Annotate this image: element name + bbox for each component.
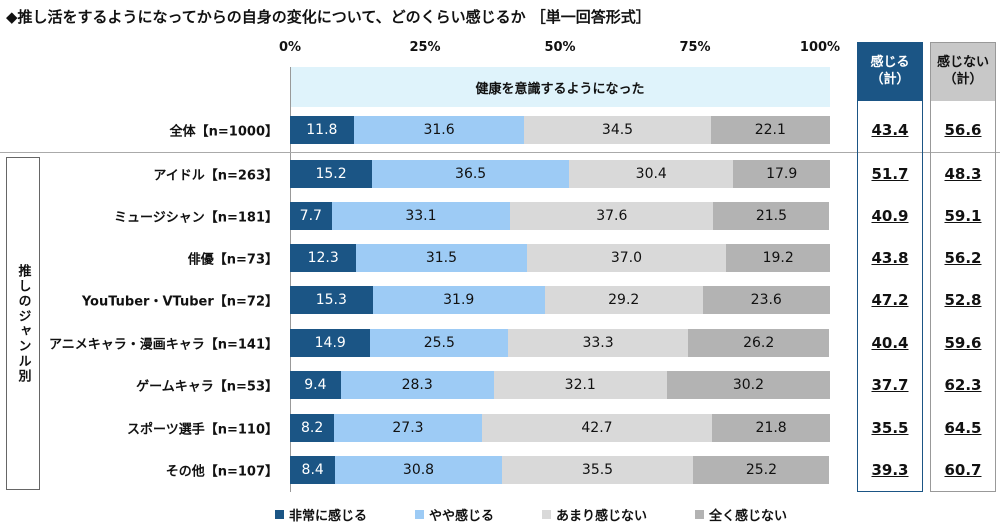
total-column-header: 感じる （計） <box>858 43 922 101</box>
total-value: 47.2 <box>871 291 909 309</box>
bar-segment: 21.8 <box>712 414 830 442</box>
bar-segment: 42.7 <box>481 414 713 442</box>
bar-segment: 8.2 <box>290 414 335 442</box>
x-tick-label: 100% <box>799 40 841 55</box>
bar-segment: 14.9 <box>290 329 371 357</box>
legend-swatch <box>542 510 552 519</box>
x-tick-label: 25% <box>409 40 441 55</box>
total-value: 60.7 <box>944 461 982 479</box>
total-value: 48.3 <box>944 165 982 183</box>
y-axis-line <box>290 67 291 492</box>
separator-line <box>0 152 1000 153</box>
bar-segment: 22.1 <box>710 116 830 144</box>
total-value: 40.4 <box>871 334 909 352</box>
category-label: YouTuber・VTuber【n=72】 <box>81 294 278 310</box>
total-value: 39.3 <box>871 461 909 479</box>
bar-segment: 27.3 <box>334 414 482 442</box>
x-tick-label: 50% <box>544 40 576 55</box>
total-value: 43.4 <box>871 121 909 139</box>
category-label: スポーツ選手【n=110】 <box>126 422 278 438</box>
category-label: その他【n=107】 <box>165 464 278 480</box>
group-label: 推しのジャンル別 <box>15 263 31 384</box>
total-value: 64.5 <box>944 419 982 437</box>
bar-segment: 31.5 <box>356 244 527 272</box>
legend-swatch <box>275 510 284 519</box>
legend-label: あまり感じない <box>556 509 648 524</box>
bar-segment: 31.6 <box>353 116 525 144</box>
bar-segment: 31.9 <box>372 286 545 314</box>
bar-segment: 7.7 <box>290 202 332 230</box>
bar-segment: 28.3 <box>340 371 494 399</box>
total-value: 56.6 <box>944 121 982 139</box>
bar-segment: 11.8 <box>290 116 354 144</box>
chart-title: ◆推し活をするようになってからの自身の変化について、どのくらい感じるか ［単一回… <box>6 8 651 26</box>
bar-segment: 30.4 <box>569 160 734 188</box>
bar-segment: 29.2 <box>544 286 703 314</box>
bar-segment: 35.5 <box>501 456 694 484</box>
bar-segment: 21.5 <box>713 202 830 230</box>
total-value: 43.8 <box>871 249 909 267</box>
total-column: 感じる （計） <box>857 42 923 492</box>
total-value: 52.8 <box>944 291 982 309</box>
category-label: アイドル【n=263】 <box>153 168 278 184</box>
total-column-header: 感じない （計） <box>931 43 995 101</box>
bar-segment: 15.2 <box>290 160 373 188</box>
legend-item: 非常に感じる <box>275 505 367 524</box>
total-value: 59.1 <box>944 207 982 225</box>
bar-segment: 15.3 <box>290 286 373 314</box>
total-value: 62.3 <box>944 376 982 394</box>
legend-label: 全く感じない <box>709 509 788 524</box>
legend-item: 全く感じない <box>695 505 787 524</box>
bar-segment: 37.0 <box>526 244 727 272</box>
category-label: 俳優【n=73】 <box>187 252 278 268</box>
bar-segment: 36.5 <box>372 160 570 188</box>
category-label: アニメキャラ・漫画キャラ【n=141】 <box>48 337 278 353</box>
bar-segment: 37.6 <box>510 202 714 230</box>
bar-segment: 25.5 <box>370 329 509 357</box>
category-label: ゲームキャラ【n=53】 <box>136 379 278 395</box>
bar-segment: 33.3 <box>508 329 688 357</box>
bar-segment: 30.8 <box>335 456 502 484</box>
legend-swatch <box>415 510 425 519</box>
subtitle-band: 健康を意識するようになった <box>290 67 830 107</box>
legend-label: やや感じる <box>429 509 495 524</box>
category-label: ミュージシャン【n=181】 <box>113 210 278 226</box>
bar-segment: 33.1 <box>331 202 511 230</box>
total-value: 40.9 <box>871 207 909 225</box>
total-column: 感じない （計） <box>930 42 996 492</box>
legend: 非常に感じる やや感じる あまり感じない 全く感じない <box>275 505 787 524</box>
bar-segment: 32.1 <box>493 371 667 399</box>
bar-segment: 30.2 <box>666 371 830 399</box>
x-tick-label: 0% <box>278 40 302 55</box>
legend-swatch <box>695 510 705 519</box>
bar-segment: 23.6 <box>702 286 830 314</box>
total-value: 37.7 <box>871 376 909 394</box>
total-value: 56.2 <box>944 249 982 267</box>
total-value: 59.6 <box>944 334 982 352</box>
x-tick-label: 75% <box>679 40 711 55</box>
legend-item: あまり感じない <box>542 505 647 524</box>
category-label: 全体【n=1000】 <box>169 124 278 140</box>
bar-segment: 34.5 <box>524 116 711 144</box>
group-label-box: 推しのジャンル別 <box>6 157 40 490</box>
total-value: 51.7 <box>871 165 909 183</box>
legend-item: やや感じる <box>415 505 494 524</box>
bar-segment: 25.2 <box>693 456 830 484</box>
bar-segment: 8.4 <box>290 456 336 484</box>
bar-segment: 17.9 <box>733 160 830 188</box>
bar-segment: 19.2 <box>726 244 830 272</box>
legend-label: 非常に感じる <box>289 509 368 524</box>
bar-segment: 9.4 <box>290 371 341 399</box>
bar-segment: 12.3 <box>290 244 357 272</box>
total-value: 35.5 <box>871 419 909 437</box>
bar-segment: 26.2 <box>687 329 830 357</box>
